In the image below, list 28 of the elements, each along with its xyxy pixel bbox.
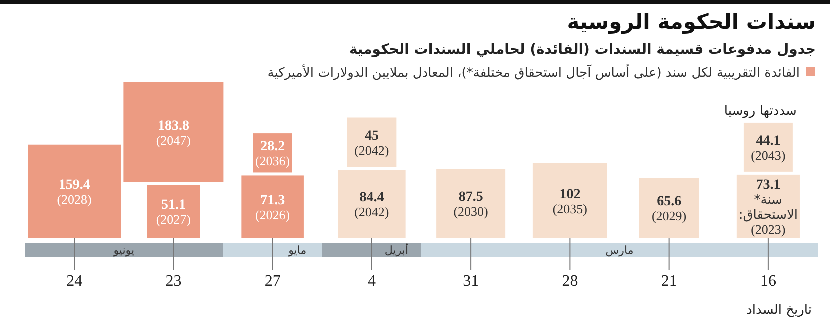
data-label: 183.8 (2047) (156, 118, 192, 148)
category-label: 23 (166, 273, 182, 290)
category-label: 21 (661, 273, 678, 290)
data-label: 28.2 (2036) (255, 140, 290, 169)
category-label: 16 (760, 273, 776, 290)
data-label: 45 (2042) (354, 128, 390, 158)
data-label: 87.5 (2030) (454, 190, 488, 219)
category-label: 4 (368, 273, 376, 290)
category-label: 27 (264, 273, 281, 290)
data-label: 102 (2035) (552, 187, 588, 216)
data-label: 51.1 (2027) (156, 198, 192, 228)
category-label: 28 (562, 273, 578, 290)
text: تاريخ السداد (746, 303, 812, 318)
data-label: 84.4 (2042) (354, 190, 390, 220)
text: سندات الحكومة الروسية (567, 10, 816, 35)
legend-label: الفائدة التقريبية لكل سند (على أساس آجال استحقاق مختلفة*)، المعادل بملايين الدولارات الأميركية (268, 64, 800, 81)
text: جدول مدفوعات قسيمة السندات (الفائدة) لحاملي السندات الحكومية (349, 42, 816, 58)
data-label: 65.6 (2029) (652, 194, 687, 224)
text: مايو (288, 244, 307, 257)
data-label: 71.3 (2026) (255, 193, 290, 222)
text: أبريل (384, 243, 409, 257)
text: مارس (606, 244, 634, 257)
text: يونيو (112, 244, 135, 257)
category-label: 24 (66, 273, 83, 290)
data-label: 44.1 (2043) (751, 134, 786, 163)
data-label: 159.4 (2028) (57, 178, 92, 207)
category-label: 31 (463, 273, 480, 290)
text: سددتها روسيا (724, 104, 797, 119)
